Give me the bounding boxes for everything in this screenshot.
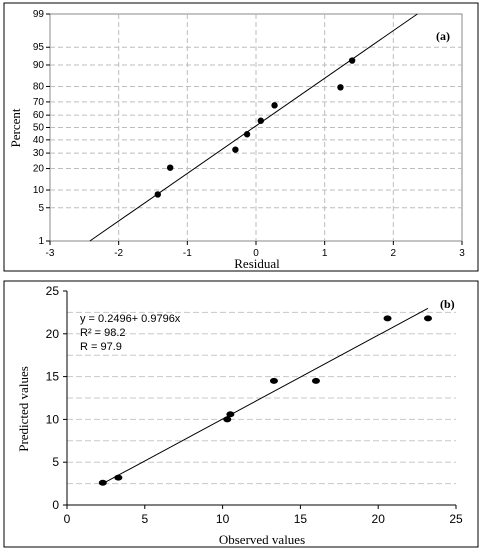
panel-a-ytick-label: 1 — [38, 236, 44, 247]
panel-a-ytick-label: 60 — [33, 110, 45, 121]
panel-a-ytick-label: 99 — [33, 9, 45, 20]
panel-b-data-point — [269, 377, 278, 384]
panel-a-ytick-label: 95 — [33, 42, 45, 53]
panel-b-xtick-label: 15 — [294, 512, 308, 526]
panel-b-data-point — [311, 377, 320, 384]
panel-b-data-point — [383, 315, 392, 322]
panel-b-ytick-label: 5 — [52, 455, 59, 469]
panel-b-frame — [3, 280, 479, 548]
panel-a-ytick-label: 10 — [33, 185, 45, 196]
panel-b-ytick-label: 10 — [46, 412, 60, 426]
panel-a-xtick-label: -1 — [183, 248, 192, 259]
panel-a-label: (a) — [436, 29, 450, 43]
panel-b-label: (b) — [440, 297, 455, 311]
panel-a-data-point — [243, 131, 251, 138]
panel-a-xtick-label: 3 — [459, 248, 465, 259]
panel-a-data-point — [348, 57, 356, 64]
panel-a-data-point — [337, 84, 344, 91]
panel-a-xtick-label: -2 — [114, 248, 123, 259]
panel-a-data-point — [257, 117, 265, 124]
panel-a-ytick-label: 20 — [33, 164, 45, 175]
panel-b-data-point — [223, 416, 232, 423]
panel-a-ytick-label: 50 — [33, 123, 45, 134]
panel-b-data-point — [114, 474, 123, 481]
annotation-r-squared: R² = 98.2 — [80, 327, 126, 339]
panel-b-data-point — [226, 411, 235, 418]
panel-a-data-point — [154, 191, 162, 198]
panel-b-data-point — [423, 315, 432, 322]
panel-a-data-point — [232, 146, 239, 153]
panel-a-xtick-label: -3 — [46, 248, 55, 259]
panel-a-ytick-label: 70 — [33, 97, 45, 108]
panel-b-xlabel: Observed values — [219, 532, 305, 547]
panel-b-xtick-label: 0 — [64, 512, 71, 526]
panel-a-xlabel: Residual — [234, 256, 280, 271]
panel-b-xtick-label: 20 — [372, 512, 386, 526]
panel-b-xtick-label: 25 — [449, 512, 463, 526]
panel-b-ytick-label: 15 — [46, 370, 60, 384]
panel-a-data-point — [166, 164, 174, 171]
panel-a-ytick-label: 90 — [33, 60, 45, 71]
panel-a-ytick-label: 5 — [38, 203, 44, 214]
panel-a-fit-line — [89, 13, 418, 242]
panel-a-ytick-label: 30 — [33, 148, 45, 159]
panel-a-data-point — [271, 102, 278, 109]
panel-b-ytick-label: 20 — [46, 327, 60, 341]
annotation-r: R = 97.9 — [80, 341, 122, 353]
panel-a-xtick-label: 1 — [322, 248, 328, 259]
panel-b-fit-line — [102, 307, 429, 485]
panel-b-data-point — [98, 479, 107, 486]
annotation-equation: y = 0.2496+ 0.9796x — [80, 313, 181, 325]
panel-b-ylabel: Predicted values — [16, 366, 31, 452]
panel-a-ylabel: Percent — [8, 108, 23, 147]
panel-b: 0 5 10 15 20 25 0 5 10 15 20 25 — [46, 284, 463, 526]
panel-a-ytick-label: 80 — [33, 81, 45, 92]
panel-b-xtick-label: 10 — [216, 512, 230, 526]
panel-b-ytick-label: 0 — [52, 498, 59, 512]
panel-a-xtick-label: 2 — [391, 248, 397, 259]
panel-a-ytick-label: 40 — [33, 135, 45, 146]
panel-b-xtick-label: 5 — [141, 512, 148, 526]
panel-b-ytick-label: 25 — [46, 284, 60, 298]
panel-a-xtick-label: 0 — [253, 248, 259, 259]
panel-a-frame — [3, 2, 479, 272]
